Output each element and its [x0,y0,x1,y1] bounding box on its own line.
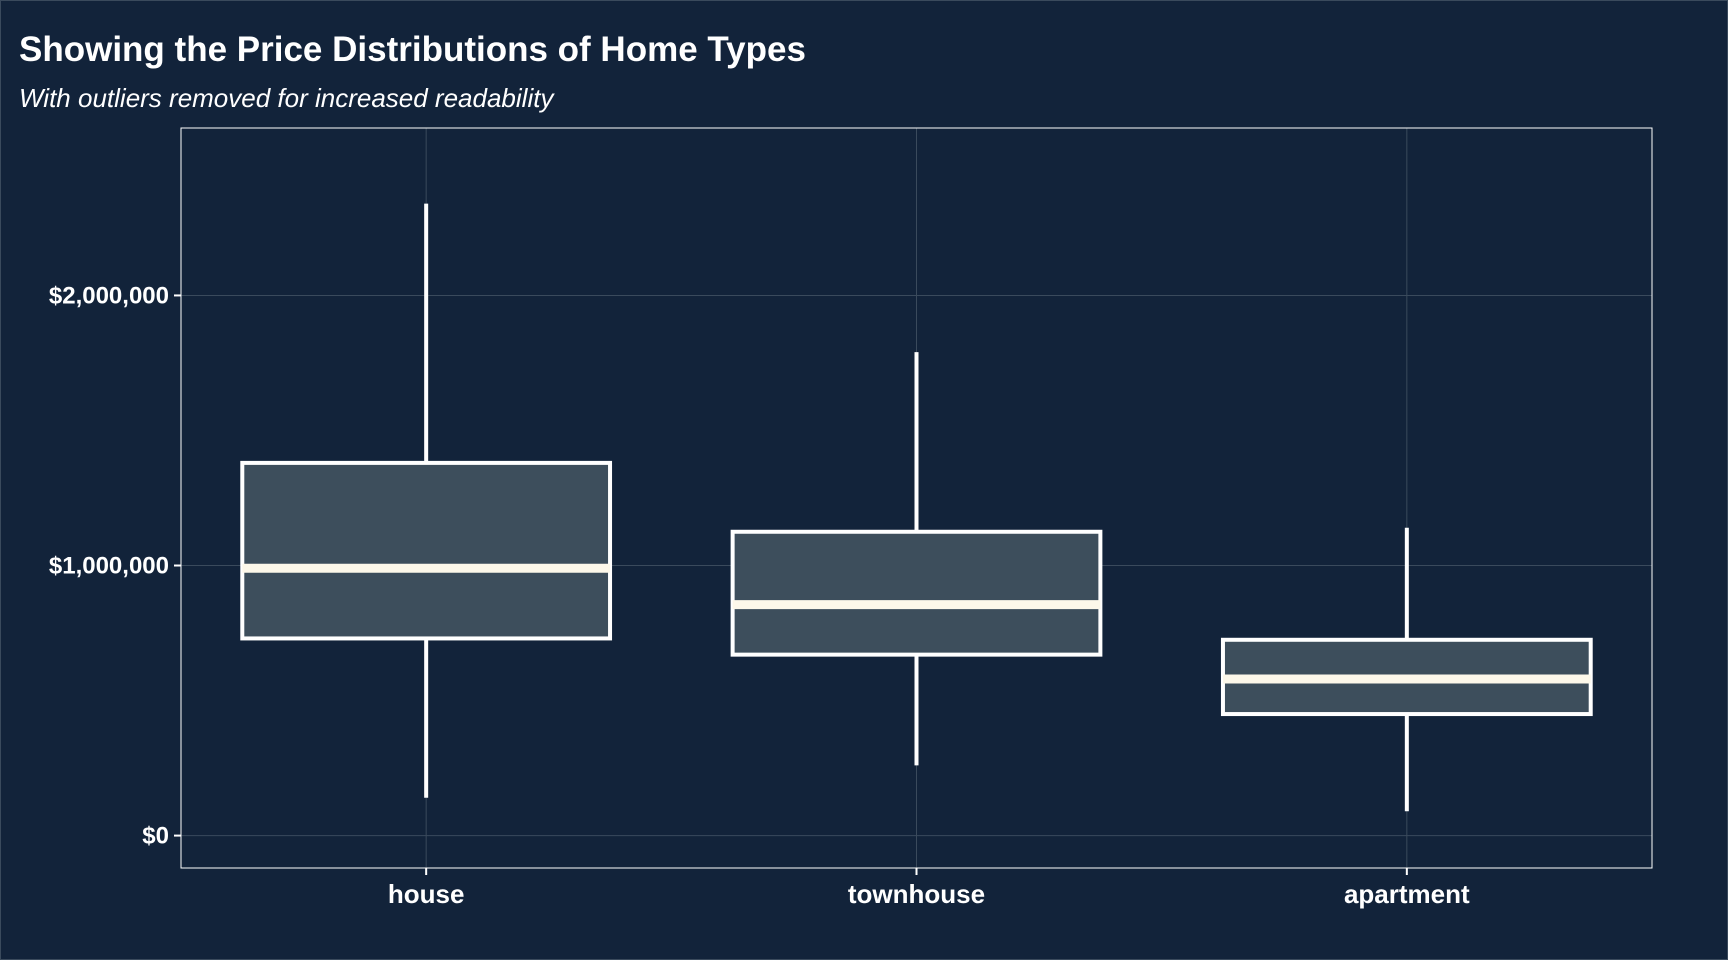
chart-title: Showing the Price Distributions of Home … [19,30,806,69]
x-axis: house townhouse apartment [388,868,1470,909]
boxes-layer [240,203,1593,812]
x-tick-label: apartment [1344,879,1470,909]
y-tick-label: $0 [142,823,169,850]
y-axis: $0 $1,000,000 $2,000,000 [49,282,181,850]
box-apartment [1220,527,1593,812]
x-tick-label: townhouse [848,879,985,909]
iqr-box [240,460,613,641]
y-tick-label: $2,000,000 [49,282,169,309]
chart-subtitle: With outliers removed for increased read… [19,83,554,113]
box-townhouse [730,352,1103,766]
iqr-box [730,529,1103,657]
x-tick-label: house [388,879,465,909]
box-house [240,203,613,798]
y-tick-label: $1,000,000 [49,553,169,580]
